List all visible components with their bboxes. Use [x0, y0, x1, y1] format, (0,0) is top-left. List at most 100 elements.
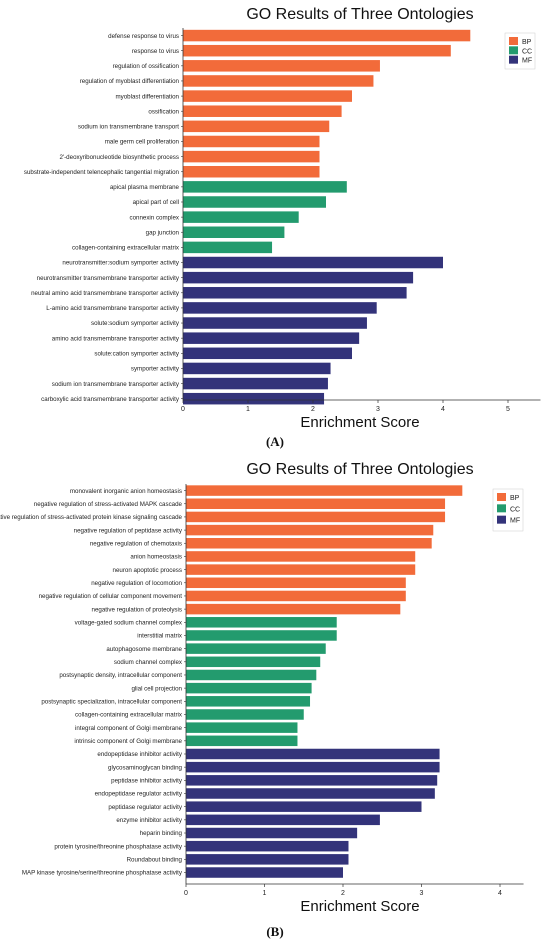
- category-label: defense response to virus: [108, 33, 179, 40]
- category-label: interstitial matrix: [137, 633, 183, 640]
- bar: [186, 617, 337, 628]
- bar: [183, 332, 360, 344]
- category-label: negative regulation of proteolysis: [92, 606, 182, 613]
- category-label: neurotransmitter:sodium symporter activi…: [62, 260, 179, 267]
- bar: [186, 775, 438, 786]
- bar: [183, 392, 325, 405]
- x-tick-label: 0: [184, 890, 188, 897]
- x-tick-label: 2: [341, 890, 345, 897]
- bar: [183, 256, 443, 269]
- x-axis-label: Enrichment Score: [300, 898, 419, 915]
- legend-entry: CC: [522, 48, 532, 55]
- bar: [183, 75, 374, 87]
- legend-entry: MF: [522, 58, 532, 65]
- bar: [183, 135, 320, 148]
- category-label: negative regulation of stress-activated …: [34, 501, 183, 508]
- legend-swatch: [497, 493, 506, 501]
- bar: [186, 840, 349, 852]
- category-label: amino acid transmembrane transporter act…: [52, 335, 180, 342]
- category-label: enzyme inhibitor activity: [116, 817, 183, 824]
- category-label: collagen-containing extracellular matrix: [75, 712, 183, 719]
- category-label: sodium ion transmembrane transporter act…: [52, 381, 180, 388]
- category-label: autophagosome membrane: [106, 646, 182, 653]
- category-label: male germ cell proliferation: [105, 139, 180, 146]
- category-label: sodium channel complex: [114, 659, 183, 666]
- bar: [186, 722, 298, 733]
- category-label: neutral amino acid transmembrane transpo…: [31, 290, 180, 297]
- category-label: solute:sodium symporter activity: [91, 320, 180, 327]
- bar: [183, 302, 377, 314]
- legend-entry: BP: [522, 39, 532, 46]
- category-label: voltage-gated sodium channel complex: [75, 619, 183, 626]
- category-label: apical part of cell: [133, 199, 179, 206]
- bar: [186, 485, 463, 496]
- x-tick-label: 3: [420, 890, 424, 897]
- legend-swatch: [509, 46, 518, 55]
- category-label: negative regulation of chemotaxis: [90, 540, 182, 547]
- category-label: negative regulation of locomotion: [91, 580, 182, 587]
- category-label: Roundabout binding: [127, 857, 183, 864]
- category-label: ossification: [148, 108, 179, 115]
- bar: [183, 377, 328, 390]
- category-label: sodium ion transmembrane transport: [78, 124, 179, 131]
- category-label: regulation of ossification: [113, 63, 180, 70]
- legend-swatch: [509, 37, 518, 45]
- bar: [186, 538, 432, 549]
- bar: [183, 105, 342, 117]
- bar: [183, 196, 326, 208]
- bar: [186, 643, 326, 654]
- category-label: protein tyrosine/threonine phosphatase a…: [54, 843, 183, 850]
- panel-label: (B): [266, 924, 283, 939]
- bar: [186, 788, 435, 799]
- category-label: carboxylic acid transmembrane transporte…: [41, 396, 180, 403]
- category-label: peptidase regulator activity: [108, 804, 183, 811]
- bar: [183, 60, 380, 72]
- bar: [183, 362, 331, 375]
- bar: [183, 241, 273, 254]
- bar: [186, 498, 446, 509]
- bar: [186, 524, 434, 536]
- category-label: intrinsic component of Golgi membrane: [74, 738, 182, 745]
- x-tick-label: 0: [181, 406, 185, 413]
- category-label: negative regulation of peptidase activit…: [74, 527, 183, 534]
- category-label: substrate-independent telencephalic tang…: [24, 169, 180, 176]
- bar: [186, 854, 349, 865]
- x-tick-label: 2: [311, 406, 315, 413]
- x-tick-label: 1: [246, 406, 250, 413]
- bar: [183, 226, 285, 238]
- category-label: endopeptidase regulator activity: [95, 791, 183, 798]
- x-tick-label: 4: [441, 406, 445, 413]
- category-label: neurotransmitter transmembrane transport…: [37, 275, 180, 282]
- bar: [183, 150, 320, 163]
- bar: [186, 709, 304, 720]
- category-label: regulation of myoblast differentiation: [80, 78, 180, 85]
- bar: [186, 656, 321, 668]
- category-label: MAP kinase tyrosine/serine/threonine pho…: [22, 870, 183, 877]
- bar: [183, 271, 414, 284]
- category-label: postsynaptic specialization, intracellul…: [41, 699, 182, 706]
- bar: [183, 90, 352, 102]
- bar: [186, 827, 358, 839]
- category-label: heparin binding: [140, 830, 183, 837]
- x-axis-label: Enrichment Score: [300, 414, 419, 431]
- bar: [186, 669, 317, 681]
- chart-title: GO Results of Three Ontologies: [246, 6, 473, 23]
- category-label: L-amino acid transmembrane transporter a…: [46, 305, 180, 312]
- x-tick-label: 5: [506, 406, 510, 413]
- bar: [183, 211, 299, 223]
- bar: [186, 564, 416, 575]
- bar: [186, 682, 312, 694]
- category-label: connexin complex: [129, 214, 179, 221]
- bar: [186, 603, 401, 615]
- bar: [186, 630, 337, 641]
- category-label: endopeptidase inhibitor activity: [97, 751, 183, 758]
- x-tick-label: 4: [498, 890, 502, 897]
- bar: [186, 748, 440, 760]
- category-label: collagen-containing extracellular matrix: [72, 245, 180, 252]
- bar: [186, 590, 406, 602]
- bar: [183, 287, 407, 299]
- bar: [183, 347, 352, 360]
- category-label: peptidase inhibitor activity: [111, 778, 183, 785]
